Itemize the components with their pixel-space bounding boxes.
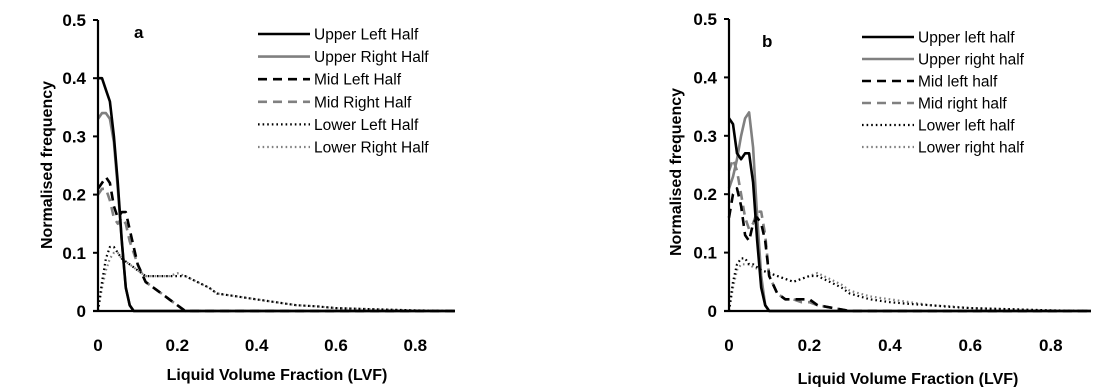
y-tick-label: 0.5 bbox=[693, 10, 717, 29]
plot-area: 0 0.1 0.2 0.3 0.4 0.5 0 0.2 0.4 0.6 0.8 bbox=[693, 10, 1092, 355]
series-line-upper-left-half bbox=[727, 117, 1091, 313]
series-line-lower-right-half bbox=[96, 251, 456, 313]
chart-panel-b: Normalised frequency Liquid Volume Fract… bbox=[668, 10, 1092, 387]
legend-label: Lower Left Half bbox=[314, 117, 419, 134]
legend-label: Mid right half bbox=[918, 96, 1007, 113]
legend-label: Lower left half bbox=[918, 118, 1015, 135]
x-tick-label: 0.8 bbox=[404, 336, 428, 355]
legend: Upper left half Upper right half Mid left … bbox=[862, 30, 1025, 157]
plot-area: 0 0.1 0.2 0.3 0.4 0.5 0 0.2 0.4 0.6 0.8 bbox=[62, 11, 456, 355]
legend-label: Upper left half bbox=[918, 30, 1015, 47]
x-tick-label: 0.4 bbox=[878, 336, 902, 355]
y-tick-label: 0.4 bbox=[693, 68, 717, 87]
panel-label: a bbox=[134, 23, 144, 42]
x-axis-label: Liquid Volume Fraction (LVF) bbox=[167, 367, 388, 384]
legend-label: Lower Right Half bbox=[314, 140, 429, 157]
y-tick-label: 0.1 bbox=[693, 244, 717, 263]
series-line-lower-right-half bbox=[727, 263, 1092, 313]
x-axis-label: Liquid Volume Fraction (LVF) bbox=[798, 371, 1019, 387]
series-line-lower-left-half bbox=[96, 245, 456, 313]
y-tick-label: 0.3 bbox=[693, 127, 717, 146]
y-tick-label: 0.1 bbox=[62, 244, 86, 263]
x-tick-label: 0 bbox=[724, 336, 733, 355]
y-tick-label: 0.2 bbox=[693, 185, 717, 204]
panel-label: b bbox=[762, 32, 772, 51]
y-tick-label: 0 bbox=[77, 302, 86, 321]
legend-label: Upper Left Half bbox=[314, 27, 419, 44]
y-axis-label: Normalised frequency bbox=[668, 88, 685, 256]
series-line-lower-left-half bbox=[727, 257, 1092, 313]
y-tick-label: 0 bbox=[708, 302, 717, 321]
x-tick-label: 0.2 bbox=[166, 336, 190, 355]
x-tick-label: 0.8 bbox=[1039, 336, 1063, 355]
legend-label: Mid Right Half bbox=[314, 94, 412, 111]
chart-panel-a: Normalised frequency Liquid Volume Fract… bbox=[39, 11, 456, 384]
series-line-mid-left-half bbox=[96, 175, 455, 313]
series-line-upper-right-half bbox=[727, 111, 1091, 313]
y-tick-label: 0.3 bbox=[62, 127, 86, 146]
y-tick-label: 0.4 bbox=[62, 69, 86, 88]
series-line-mid-right-half bbox=[96, 187, 455, 313]
x-tick-label: 0.6 bbox=[959, 336, 983, 355]
series-line-mid-left-half bbox=[727, 187, 1091, 313]
legend-label: Upper Right Half bbox=[314, 49, 429, 66]
legend-label: Mid Left Half bbox=[314, 72, 402, 89]
legend-label: Upper right half bbox=[918, 52, 1025, 69]
x-tick-label: 0.2 bbox=[798, 336, 822, 355]
series-line-mid-right-half bbox=[727, 157, 1091, 313]
y-tick-label: 0.5 bbox=[62, 11, 86, 30]
legend-label: Mid left half bbox=[918, 74, 998, 91]
x-tick-label: 0 bbox=[93, 336, 102, 355]
y-tick-label: 0.2 bbox=[62, 186, 86, 205]
x-tick-label: 0.4 bbox=[245, 336, 269, 355]
legend-label: Lower right half bbox=[918, 140, 1025, 157]
x-tick-label: 0.6 bbox=[324, 336, 348, 355]
legend: Upper Left Half Upper Right Half Mid Left … bbox=[258, 27, 429, 157]
y-axis-label: Normalised frequency bbox=[39, 81, 56, 249]
